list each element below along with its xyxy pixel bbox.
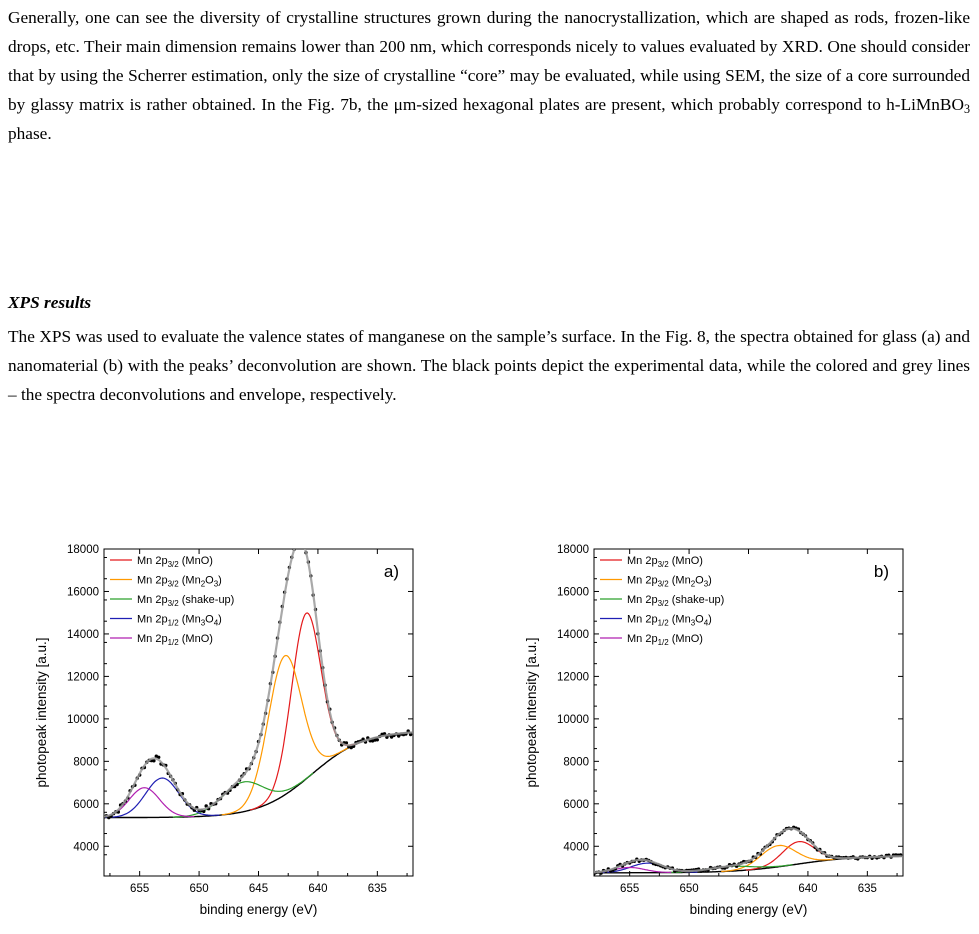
paragraph1-text: Generally, one can see the diversity of … bbox=[8, 8, 970, 114]
y-tick-label: 4000 bbox=[563, 841, 589, 853]
figure-panel-a: 4000 6000 8000 10000 12000 14000 16000 18000 655… bbox=[0, 535, 430, 934]
y-tick-label: 14000 bbox=[67, 629, 99, 641]
legend-entry: Mn 2p3/2 (MnO) bbox=[627, 555, 703, 569]
legend-entry: Mn 2p3/2 (shake-up) bbox=[627, 594, 724, 608]
y-tick-label: 12000 bbox=[557, 671, 589, 683]
y-tick-label: 6000 bbox=[73, 799, 99, 811]
peak-curve-1 bbox=[721, 844, 836, 872]
xps-chart-svg: 4000 6000 8000 10000 12000 14000 16000 18000 655… bbox=[524, 544, 904, 917]
y-axis-label: photopeak intensity [a.u.] bbox=[34, 637, 49, 787]
peak-curve-0 bbox=[746, 841, 851, 871]
y-tick-label: 10000 bbox=[67, 714, 99, 726]
y-tick-label: 4000 bbox=[73, 841, 99, 853]
legend-entry: Mn 2p1/2 (Mn3O4) bbox=[627, 614, 712, 628]
data-point bbox=[157, 755, 161, 759]
plot-area bbox=[104, 540, 413, 820]
x-axis-label: binding energy (eV) bbox=[690, 902, 808, 917]
section-heading: XPS results bbox=[8, 293, 92, 312]
plot-area bbox=[594, 825, 903, 876]
x-tick-label: 655 bbox=[620, 883, 639, 895]
y-tick-label: 18000 bbox=[557, 544, 589, 556]
x-tick-label: 640 bbox=[308, 883, 327, 895]
peak-curve-1 bbox=[221, 654, 348, 816]
x-tick-label: 635 bbox=[368, 883, 387, 895]
data-point bbox=[389, 735, 394, 739]
x-axis-label: binding energy (eV) bbox=[200, 902, 318, 917]
y-tick-label: 6000 bbox=[563, 799, 589, 811]
legend: Mn 2p3/2 (MnO) Mn 2p3/2 (Mn2O3) Mn 2p3/2 (… bbox=[110, 555, 234, 647]
y-tick-label: 14000 bbox=[557, 629, 589, 641]
peak-curve-3 bbox=[105, 777, 220, 819]
y-tick-label: 8000 bbox=[563, 756, 589, 768]
x-tick-label: 640 bbox=[798, 883, 817, 895]
legend-entry: Mn 2p1/2 (Mn3O4) bbox=[137, 614, 222, 628]
y-tick-label: 18000 bbox=[67, 544, 99, 556]
peak-curve-0 bbox=[250, 612, 363, 811]
data-point bbox=[300, 540, 303, 543]
x-tick-label: 650 bbox=[189, 883, 208, 895]
y-tick-label: 16000 bbox=[67, 586, 99, 598]
legend-entry: Mn 2p3/2 (MnO) bbox=[137, 555, 213, 569]
data-point bbox=[302, 544, 305, 547]
data-point bbox=[297, 540, 300, 543]
paragraph1-tail: phase. bbox=[8, 124, 52, 143]
y-tick-label: 8000 bbox=[73, 756, 99, 768]
legend: Mn 2p3/2 (MnO) Mn 2p3/2 (Mn2O3) Mn 2p3/2 (… bbox=[600, 555, 724, 647]
x-tick-label: 655 bbox=[130, 883, 149, 895]
paragraph2-text: The XPS was used to evaluate the valence… bbox=[8, 327, 970, 404]
y-tick-label: 16000 bbox=[557, 586, 589, 598]
xps-chart-svg: 4000 6000 8000 10000 12000 14000 16000 18000 655… bbox=[34, 540, 414, 917]
data-point bbox=[375, 738, 379, 742]
formula-subscript: 3 bbox=[963, 102, 970, 117]
data-point bbox=[397, 734, 401, 738]
legend-entry: Mn 2p1/2 (MnO) bbox=[137, 633, 213, 647]
panel-label: b) bbox=[874, 562, 889, 581]
x-tick-label: 635 bbox=[858, 883, 877, 895]
paragraph-crystalline-structures: Generally, one can see the diversity of … bbox=[8, 3, 970, 148]
legend-entry: Mn 2p3/2 (Mn2O3) bbox=[627, 575, 712, 589]
x-tick-label: 645 bbox=[249, 883, 268, 895]
legend-entry: Mn 2p3/2 (shake-up) bbox=[137, 594, 234, 608]
data-point bbox=[202, 809, 206, 814]
envelope-line bbox=[104, 549, 412, 818]
panel-label: a) bbox=[384, 562, 399, 581]
y-axis-label: photopeak intensity [a.u.] bbox=[524, 637, 539, 787]
y-tick-label: 12000 bbox=[67, 671, 99, 683]
data-point bbox=[295, 544, 298, 547]
x-tick-label: 645 bbox=[739, 883, 758, 895]
data-point bbox=[152, 759, 156, 763]
peak-curve-2 bbox=[172, 772, 314, 818]
x-tick-label: 650 bbox=[679, 883, 698, 895]
legend-entry: Mn 2p3/2 (Mn2O3) bbox=[137, 575, 222, 589]
figure-panel-b: 4000 6000 8000 10000 12000 14000 16000 18000 655… bbox=[490, 535, 920, 934]
y-tick-label: 10000 bbox=[557, 714, 589, 726]
paragraph-xps: The XPS was used to evaluate the valence… bbox=[8, 322, 970, 409]
envelope-line bbox=[594, 827, 902, 874]
legend-entry: Mn 2p1/2 (MnO) bbox=[627, 633, 703, 647]
